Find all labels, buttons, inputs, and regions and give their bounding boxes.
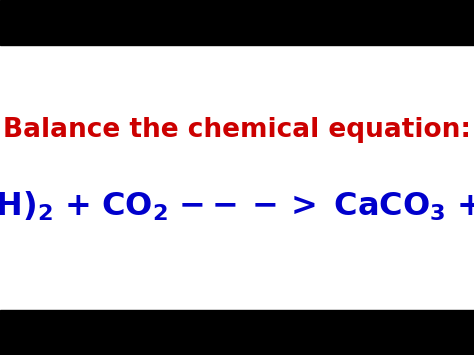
Bar bbox=[0, 0, 474, 45]
Text: Balance the chemical equation:: Balance the chemical equation: bbox=[3, 116, 471, 143]
Bar bbox=[0, 310, 474, 355]
Text: $\mathbf{Ca(OH)_2}$ $\mathbf{+}$ $\mathbf{CO_2}$ $\mathbf{--->}$ $\mathbf{CaCO_3: $\mathbf{Ca(OH)_2}$ $\mathbf{+}$ $\mathb… bbox=[0, 189, 474, 223]
